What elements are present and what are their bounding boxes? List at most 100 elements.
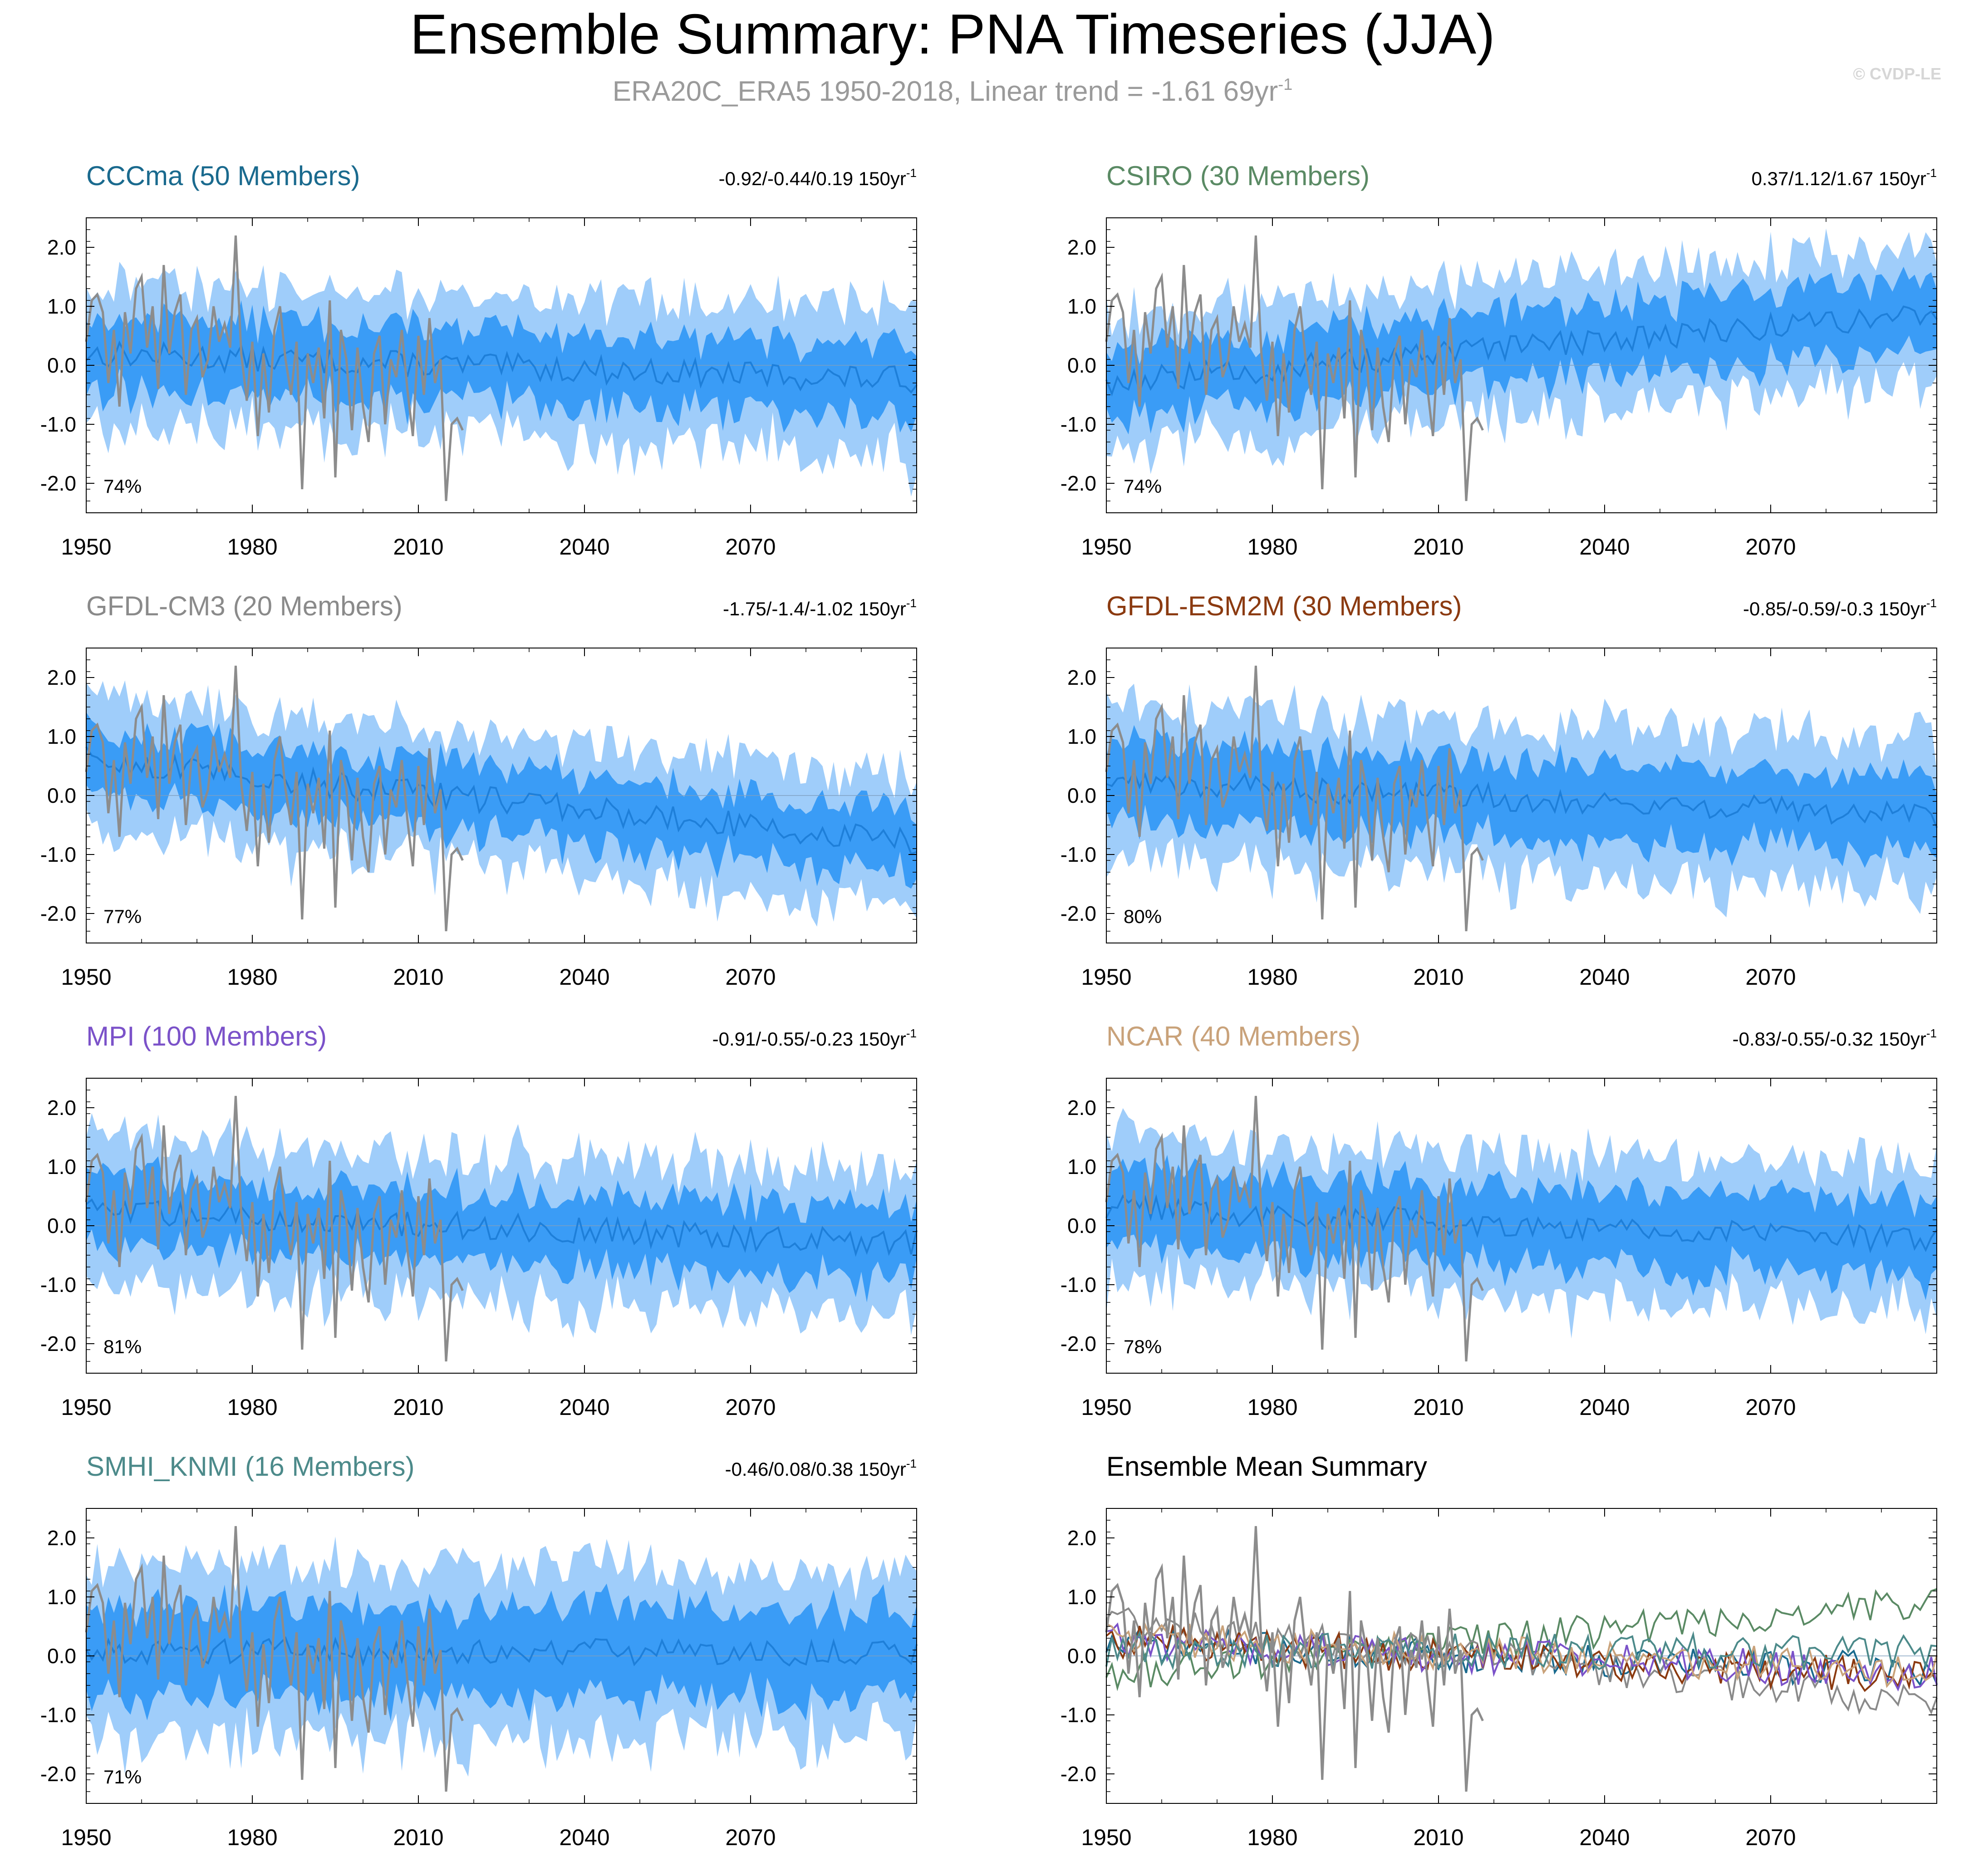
y-tick-label: -2.0: [1061, 471, 1096, 495]
panel-trend-sup: -1: [1926, 596, 1937, 610]
y-tick-label: 1.0: [47, 1585, 76, 1609]
y-tick-label: -1.0: [40, 1273, 76, 1297]
ensemble-mean-line: [85, 340, 918, 394]
panel-trend: -0.46/0.08/0.38 150yr-1: [725, 1457, 917, 1480]
y-tick-label: 0.0: [1067, 354, 1096, 377]
panel-trend-sup: -1: [906, 1457, 917, 1470]
observations-line: [85, 1095, 464, 1362]
band-inner: [1106, 1154, 1937, 1300]
figure-subtitle-text: ERA20C_ERA5 1950-2018, Linear trend = -1…: [613, 76, 1278, 107]
x-tick-label: 2010: [1413, 1395, 1463, 1420]
panel-percent: 80%: [1124, 906, 1162, 927]
panel-trend: -0.85/-0.59/-0.3 150yr-1: [1743, 596, 1937, 619]
panel-ensemble-mean-summary: Ensemble Mean Summary 2.0 1.0 0.0 -1.0 -2.0 19…: [1061, 1451, 1938, 1850]
y-tick-label: 2.0: [1067, 236, 1096, 259]
panel-trend-text: -0.91/-0.55/-0.23 150yr: [712, 1028, 906, 1050]
y-tick-label: 0.0: [1067, 1214, 1096, 1238]
panel-trend-text: -0.92/-0.44/0.19 150yr: [719, 168, 906, 189]
y-tick-label: 1.0: [1067, 1585, 1096, 1609]
panel-percent: 78%: [1124, 1336, 1162, 1357]
band-inner: [86, 1156, 917, 1302]
x-tick-label: 1950: [1081, 1395, 1131, 1420]
panel-trend-text: -0.83/-0.55/-0.32 150yr: [1733, 1028, 1926, 1050]
panels: CCCma (50 Members) -0.92/-0.44/0.19 150yr…: [40, 161, 1938, 1850]
ensemble-mean-line: [85, 1636, 918, 1667]
ensemble-mean-line: [85, 1198, 918, 1257]
y-tick-label: 1.0: [1067, 725, 1096, 748]
y-tick-label: 2.0: [47, 1096, 76, 1120]
figure-subtitle-sup: -1: [1278, 75, 1292, 93]
observations-line: [85, 1526, 464, 1792]
x-tick-label: 2070: [1745, 534, 1796, 560]
x-tick-label: 2040: [559, 964, 609, 990]
panel-mpi: MPI (100 Members) -0.91/-0.55/-0.23 150yr…: [40, 1021, 918, 1420]
y-tick-label: -2.0: [40, 902, 76, 925]
panel-trend-sup: -1: [1926, 166, 1937, 180]
y-tick-label: -2.0: [1061, 1762, 1096, 1786]
y-tick-label: 1.0: [1067, 1155, 1096, 1179]
panel-trend-sup: -1: [1926, 1026, 1937, 1040]
y-tick-label: -1.0: [40, 843, 76, 866]
panel-trend-text: -0.46/0.08/0.38 150yr: [725, 1459, 906, 1480]
x-tick-label: 1950: [61, 534, 111, 560]
observations-line: [1105, 665, 1484, 932]
x-tick-label: 1980: [227, 534, 277, 560]
ensemble-mean-line: [1105, 305, 1938, 397]
panel-trend-text: -0.85/-0.59/-0.3 150yr: [1743, 598, 1926, 619]
x-tick-label: 2040: [1579, 1395, 1630, 1420]
panel-title: NCAR (40 Members): [1106, 1021, 1360, 1051]
x-tick-label: 1980: [227, 964, 277, 990]
panel-smhi-knmi: SMHI_KNMI (16 Members) -0.46/0.08/0.38 15…: [40, 1451, 918, 1850]
x-tick-label: 2070: [1745, 1395, 1796, 1420]
x-tick-label: 1950: [61, 1395, 111, 1420]
panel-title: GFDL-CM3 (20 Members): [86, 591, 403, 621]
x-tick-label: 2040: [559, 1825, 609, 1850]
x-tick-label: 1950: [61, 1825, 111, 1850]
panel-gfdl-cm3: GFDL-CM3 (20 Members) -1.75/-1.4/-1.02 15…: [40, 591, 917, 990]
x-tick-label: 1980: [1247, 534, 1297, 560]
panel-percent: 74%: [103, 476, 142, 497]
y-tick-label: -2.0: [40, 1762, 76, 1786]
x-tick-label: 2070: [725, 964, 776, 990]
observations-line: [1105, 235, 1484, 501]
y-tick-label: -2.0: [40, 1332, 76, 1355]
band-inner: [86, 300, 917, 433]
watermark: © CVDP-LE: [1853, 64, 1941, 83]
x-tick-label: 1980: [1247, 1825, 1297, 1850]
panel-gfdl-esm2m: GFDL-ESM2M (30 Members) -0.85/-0.59/-0.3 …: [1061, 591, 1938, 990]
x-tick-label: 2010: [393, 1395, 443, 1420]
panel-percent: 81%: [103, 1336, 142, 1357]
band-inner: [1106, 725, 1937, 868]
y-tick-label: 1.0: [47, 295, 76, 318]
y-tick-label: 0.0: [1067, 784, 1096, 807]
panel-percent: 71%: [103, 1766, 142, 1788]
panel-title: Ensemble Mean Summary: [1106, 1451, 1427, 1482]
panel-title: GFDL-ESM2M (30 Members): [1106, 591, 1462, 621]
x-tick-label: 2010: [393, 964, 443, 990]
x-tick-label: 2070: [1745, 964, 1796, 990]
panel-trend-sup: -1: [906, 166, 917, 180]
y-tick-label: 2.0: [47, 666, 76, 689]
panel-trend: -0.91/-0.55/-0.23 150yr-1: [712, 1026, 917, 1050]
x-tick-label: 1950: [1081, 1825, 1131, 1850]
observations-line: [1105, 1095, 1484, 1362]
y-tick-label: 0.0: [47, 354, 76, 377]
panel-title: MPI (100 Members): [86, 1021, 327, 1051]
x-tick-label: 2040: [559, 1395, 609, 1420]
panel-trend-sup: -1: [906, 596, 917, 610]
x-tick-label: 2010: [393, 1825, 443, 1850]
panel-cccma: CCCma (50 Members) -0.92/-0.44/0.19 150yr…: [40, 161, 918, 560]
x-tick-label: 2010: [1413, 534, 1463, 560]
ensemble-mean-line: [1106, 769, 1938, 828]
y-tick-label: 2.0: [47, 236, 76, 259]
y-tick-label: -2.0: [1061, 1332, 1096, 1355]
x-tick-label: 2040: [1579, 1825, 1630, 1850]
observations-line: [85, 235, 464, 501]
panel-percent: 74%: [1124, 476, 1162, 497]
y-tick-label: 2.0: [1067, 1526, 1096, 1550]
panel-title: CCCma (50 Members): [86, 161, 360, 191]
series-line-gfdl-cm3: [1105, 1607, 1938, 1715]
panel-trend-text: -1.75/-1.4/-1.02 150yr: [723, 598, 906, 619]
